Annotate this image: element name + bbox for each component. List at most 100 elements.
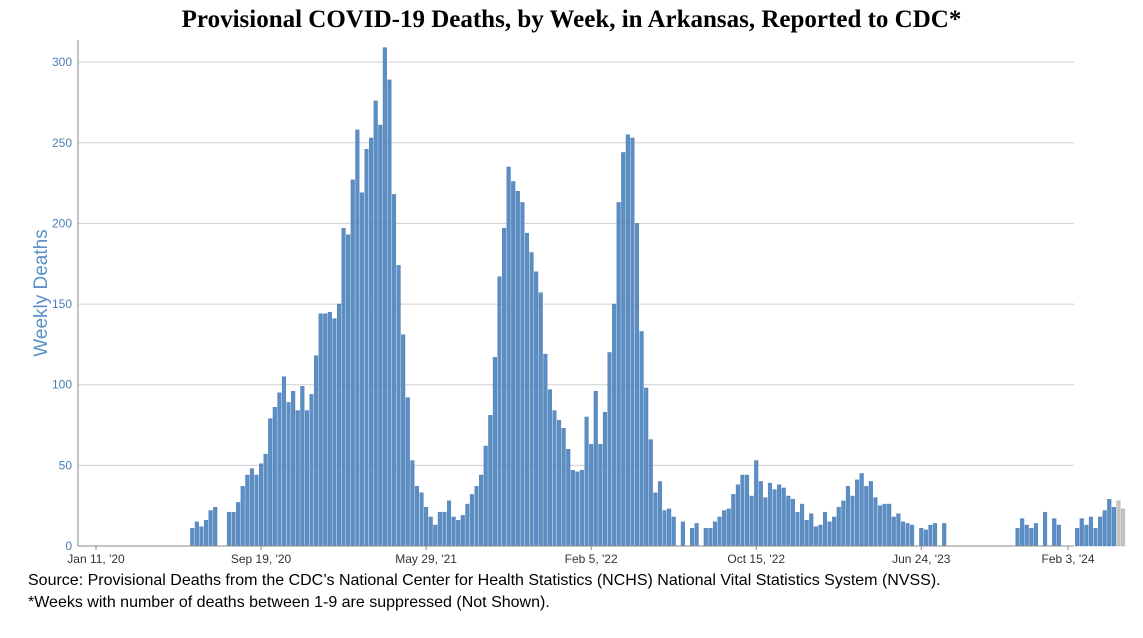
bar [758,481,763,547]
bar [561,428,566,547]
bar [231,511,236,547]
bar [607,352,612,547]
bar [630,137,635,547]
bar [602,411,607,547]
bar [391,194,397,547]
bar [919,528,924,547]
bar [598,444,603,547]
bar [662,510,667,547]
bar [809,513,814,547]
bar [1088,516,1093,547]
bar [749,495,754,547]
x-tick-label: Feb 5, '22 [565,552,618,566]
bar [1084,524,1089,547]
bar [277,392,282,547]
bar [332,318,337,547]
bar [263,453,268,547]
bar [657,481,662,547]
bar [208,510,213,547]
bar [616,202,621,547]
bar [469,494,474,547]
bar [410,460,415,547]
bar [529,252,534,547]
bar [1107,499,1112,547]
bar [891,516,896,547]
bar [818,524,823,547]
bar [777,484,782,547]
bar [524,232,530,547]
bar [910,524,915,547]
bar [511,181,516,547]
bar [382,47,387,547]
bar [726,508,731,547]
bar [1102,510,1107,547]
bar [291,390,296,547]
bar [754,460,759,547]
bar [194,521,199,547]
bar [355,129,360,547]
bar [488,415,493,547]
bar [433,524,438,547]
bar [763,497,768,547]
y-tick-label: 0 [65,539,72,553]
bar [547,389,552,547]
bar [1043,511,1048,547]
bar [722,510,727,547]
bar [226,511,231,547]
bar [437,511,442,547]
bar [401,334,406,547]
bar [822,511,828,547]
bar [690,528,695,547]
bar [268,418,273,547]
bar [900,521,905,547]
y-axis-label: Weekly Deaths [31,229,52,356]
bar [1079,518,1084,547]
bar [1024,524,1029,547]
bar [703,528,708,547]
bar [557,419,562,547]
bar [612,303,617,547]
bar [203,519,209,547]
bar [841,500,846,547]
bar [896,513,901,547]
bar [249,468,254,547]
bar [836,507,841,547]
bar [717,516,722,547]
provisional-bar [1116,500,1121,547]
bar [304,410,309,547]
bar [584,416,589,547]
bar [1111,507,1116,547]
bar [497,276,502,547]
bar [621,152,626,547]
bar [1093,528,1098,547]
bar [318,313,323,547]
bar [1052,518,1057,547]
bar [795,511,800,547]
x-tick-label: Oct 15, '22 [727,552,785,566]
bar [364,149,369,547]
bar [1029,528,1034,547]
x-tick-label: Sep 19, '20 [231,552,292,566]
bar [515,190,520,547]
bar [447,500,452,547]
bar [552,410,557,547]
bar [781,487,786,547]
bar [859,473,864,547]
bar [259,463,264,547]
bar [419,492,424,547]
bar [800,503,805,547]
bar [245,474,250,547]
bar [474,486,479,547]
bar [373,100,378,547]
bar [236,502,241,547]
bar [465,503,470,547]
bar [295,410,300,547]
provisional-bar [1120,508,1126,547]
bar [731,494,736,547]
bar [456,519,461,547]
bar [346,234,351,547]
bar [850,495,855,547]
bar [199,526,204,547]
bars [190,47,1126,547]
